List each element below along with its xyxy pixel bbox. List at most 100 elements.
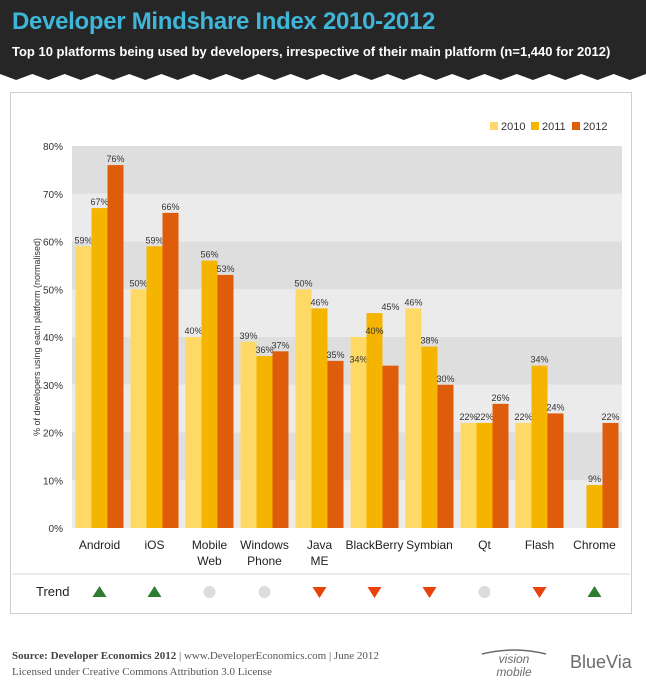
data-label: 76% — [106, 154, 124, 164]
bar — [350, 337, 367, 528]
footer-license: Licensed under Creative Commons Attribut… — [12, 666, 272, 678]
category-label: Chrome — [573, 538, 616, 552]
data-label: 56% — [200, 250, 218, 260]
data-label: 24% — [546, 402, 564, 412]
y-tick-label: 20% — [43, 429, 63, 440]
trend-up-icon — [147, 586, 162, 597]
data-label: 40% — [184, 326, 202, 336]
trend-down-icon — [367, 587, 382, 598]
data-label: 22% — [601, 412, 619, 422]
bar — [272, 351, 289, 528]
y-tick-label: 40% — [43, 333, 63, 344]
legend-label: 2010 — [501, 121, 525, 133]
data-label: 9% — [588, 474, 601, 484]
data-label: 26% — [491, 393, 509, 403]
trend-flat-icon — [203, 586, 216, 598]
chart-panel — [10, 92, 632, 614]
page-subtitle: Top 10 platforms being used by developer… — [12, 44, 611, 59]
bar — [602, 422, 619, 528]
category-label: Windows — [240, 538, 289, 552]
category-label: BlackBerry — [345, 538, 403, 552]
category-label: ME — [311, 554, 329, 568]
category-label: Flash — [525, 538, 554, 552]
y-tick-label: 50% — [43, 285, 63, 296]
category-label: Phone — [247, 554, 282, 568]
bar — [162, 212, 179, 528]
data-label: 53% — [216, 264, 234, 274]
category-label: Web — [197, 554, 222, 568]
bar — [91, 208, 108, 528]
bar — [382, 365, 399, 528]
data-label: 38% — [420, 336, 438, 346]
y-tick-label: 60% — [43, 238, 63, 249]
bar — [146, 246, 163, 528]
bar — [185, 337, 202, 528]
data-label: 34% — [349, 355, 367, 365]
trend-label: Trend — [36, 584, 69, 599]
bar — [201, 260, 218, 528]
y-tick-label: 80% — [43, 142, 63, 153]
data-label: 40% — [365, 326, 383, 336]
data-label: 67% — [90, 197, 108, 207]
bar — [547, 413, 564, 528]
data-label: 59% — [74, 235, 92, 245]
bar — [405, 308, 422, 528]
bar — [437, 384, 454, 528]
data-label: 22% — [514, 412, 532, 422]
visionmobile-logo: vision mobile — [481, 649, 547, 679]
footer-source: Source: Developer Economics 2012 | www.D… — [12, 650, 379, 662]
category-label: Java — [307, 538, 333, 552]
visionmobile-logo-bottom: mobile — [496, 665, 532, 679]
data-label: 30% — [436, 374, 454, 384]
data-label: 45% — [381, 302, 399, 312]
chart-area: 0% 10% 20% 30% 40% 50% 60% 70% 80% % of developer… — [12, 121, 630, 599]
bar — [476, 422, 493, 528]
category-label: Mobile — [192, 538, 228, 552]
legend-label: 2012 — [583, 121, 607, 133]
trend-down-icon — [532, 587, 547, 598]
bar — [240, 341, 257, 528]
grid-band — [72, 146, 622, 194]
bar — [586, 485, 603, 528]
footer-source-bold: Source: Developer Economics 2012 — [12, 650, 177, 662]
y-axis-label: % of developers using each platform (nor… — [32, 238, 42, 436]
trend-flat-icon — [258, 586, 271, 598]
data-label: 35% — [326, 350, 344, 360]
page-title: Developer Mindshare Index 2010-2012 — [12, 8, 436, 35]
trend-flat-icon — [478, 586, 491, 598]
trend-up-icon — [587, 586, 602, 597]
category-label: Android — [79, 538, 120, 552]
y-tick-label: 30% — [43, 381, 63, 392]
data-label: 37% — [271, 340, 289, 350]
bar — [311, 308, 328, 528]
bar — [492, 403, 509, 528]
category-label: Qt — [478, 538, 491, 552]
category-label: iOS — [144, 538, 164, 552]
trend-down-icon — [422, 587, 437, 598]
bar — [421, 346, 438, 528]
data-label: 46% — [404, 297, 422, 307]
y-tick-label: 10% — [43, 476, 63, 487]
bar — [295, 289, 312, 528]
category-label: Symbian — [406, 538, 453, 552]
trend-down-icon — [312, 587, 327, 598]
data-label: 46% — [310, 297, 328, 307]
bar — [327, 360, 344, 528]
bar — [515, 422, 532, 528]
y-tick-label: 70% — [43, 190, 63, 201]
data-label: 36% — [255, 345, 273, 355]
bar — [256, 356, 273, 528]
data-label: 59% — [145, 235, 163, 245]
bar — [217, 274, 234, 528]
data-label: 66% — [161, 202, 179, 212]
legend-label: 2011 — [542, 121, 566, 133]
legend-swatch — [531, 122, 539, 130]
bar — [531, 365, 548, 528]
legend-swatch — [572, 122, 580, 130]
data-label: 22% — [475, 412, 493, 422]
visionmobile-logo-top: vision — [499, 652, 530, 666]
bluevia-logo: BlueVia — [570, 652, 632, 672]
data-label: 50% — [294, 278, 312, 288]
data-label: 34% — [530, 355, 548, 365]
bar — [460, 422, 477, 528]
